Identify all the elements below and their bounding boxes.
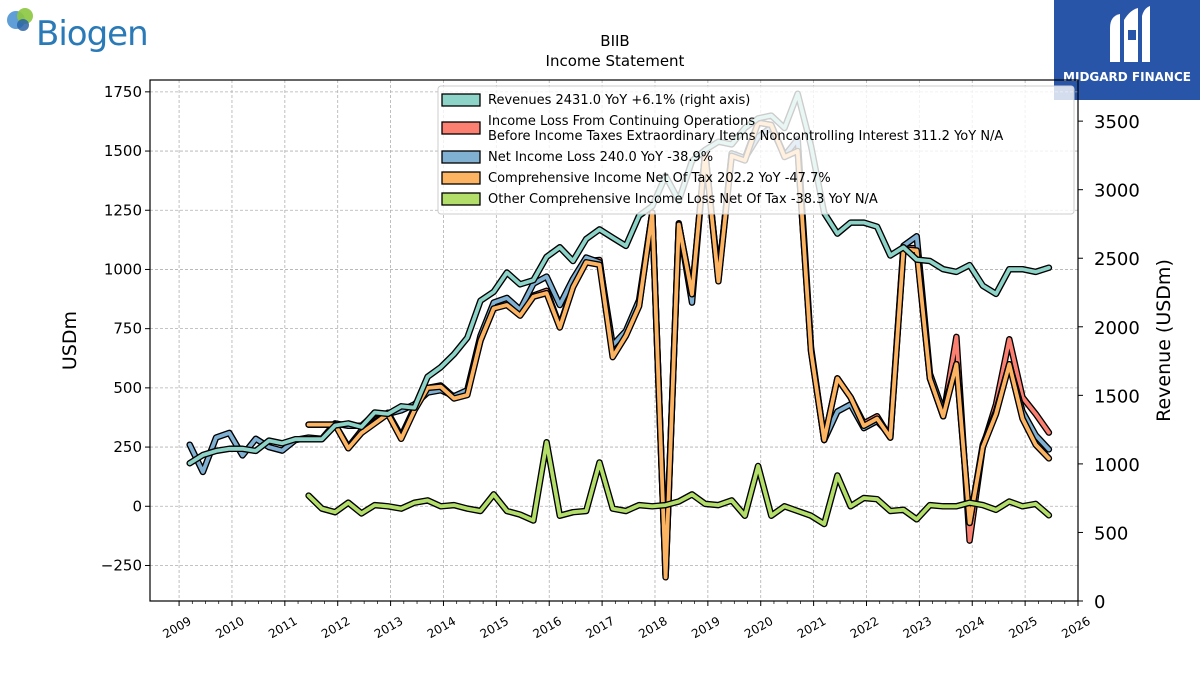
midgard-wordmark: MIDGARD FINANCE [1063, 70, 1191, 84]
legend-label: Revenues 2431.0 YoY +6.1% (right axis) [488, 93, 750, 108]
y-axis-label: USDm [59, 311, 81, 370]
x-tick-label: 2009 [160, 614, 193, 641]
y-tick-label: −250 [101, 556, 142, 574]
y-tick-label: 1250 [104, 201, 142, 219]
x-tick-label: 2019 [689, 614, 722, 641]
legend-label: Income Loss From Continuing Operations Be… [488, 114, 1003, 144]
y2-tick-label: 3500 [1094, 112, 1140, 133]
y-tick-label: 0 [132, 497, 142, 515]
legend-swatch [441, 93, 481, 107]
y-tick-label: 1750 [104, 83, 142, 101]
y-tick-label: 1500 [104, 142, 142, 160]
legend-swatch [441, 121, 481, 135]
legend-swatch [441, 171, 481, 185]
x-tick-label: 2020 [742, 614, 775, 641]
legend: Revenues 2431.0 YoY +6.1% (right axis) In… [437, 85, 1075, 215]
legend-label: Comprehensive Income Net Of Tax 202.2 Yo… [488, 171, 831, 186]
x-tick-label: 2012 [319, 614, 352, 641]
legend-swatch [441, 150, 481, 164]
x-tick-label: 2017 [583, 614, 616, 641]
series-line [187, 91, 1051, 466]
y2-axis-label: Revenue (USDm) [1153, 259, 1175, 422]
legend-box [437, 85, 1075, 215]
chart-subtitle: Income Statement [545, 52, 685, 70]
plot-frame [149, 79, 1079, 602]
y-tick-label: 750 [113, 320, 142, 338]
y2-tick-label: 1500 [1094, 386, 1140, 407]
x-tick-label: 2021 [795, 614, 828, 641]
x-tick-label: 2010 [213, 614, 246, 641]
x-tick-label: 2013 [372, 614, 405, 641]
series-line [306, 440, 1051, 526]
x-tick-label: 2023 [901, 614, 934, 641]
biogen-logo: Biogen [6, 4, 149, 54]
biogen-wordmark: Biogen [36, 14, 149, 54]
x-tick-label: 2011 [266, 614, 299, 641]
legend-label: Other Comprehensive Income Loss Net Of T… [488, 192, 878, 207]
x-tick-label: 2024 [954, 614, 987, 641]
midgard-emblem-icon [1110, 6, 1150, 62]
chart-title: BIIB [600, 32, 630, 50]
y2-tick-label: 0 [1094, 592, 1105, 613]
x-tick-label: 2026 [1059, 614, 1092, 641]
legend-swatch [441, 192, 481, 206]
y2-tick-label: 1000 [1094, 455, 1140, 476]
y-tick-label: 500 [113, 379, 142, 397]
x-tick-label: 2014 [425, 614, 458, 641]
x-tick-label: 2022 [848, 614, 881, 641]
x-tick-label: 2018 [636, 614, 669, 641]
x-tick-label: 2015 [478, 614, 511, 641]
y2-tick-label: 2000 [1094, 318, 1140, 339]
series-line-outline [305, 439, 1053, 528]
x-tick-label: 2025 [1006, 614, 1039, 641]
x-tick-label: 2016 [530, 614, 563, 641]
y2-tick-label: 2500 [1094, 249, 1140, 270]
y2-tick-label: 3000 [1094, 181, 1140, 202]
y-tick-label: 250 [113, 438, 142, 456]
series-line [306, 120, 1051, 580]
biogen-logo-icon [7, 8, 33, 31]
y2-tick-label: 500 [1094, 523, 1128, 544]
legend-label: Net Income Loss 240.0 YoY -38.9% [488, 150, 713, 165]
y-tick-label: 1000 [104, 260, 142, 278]
